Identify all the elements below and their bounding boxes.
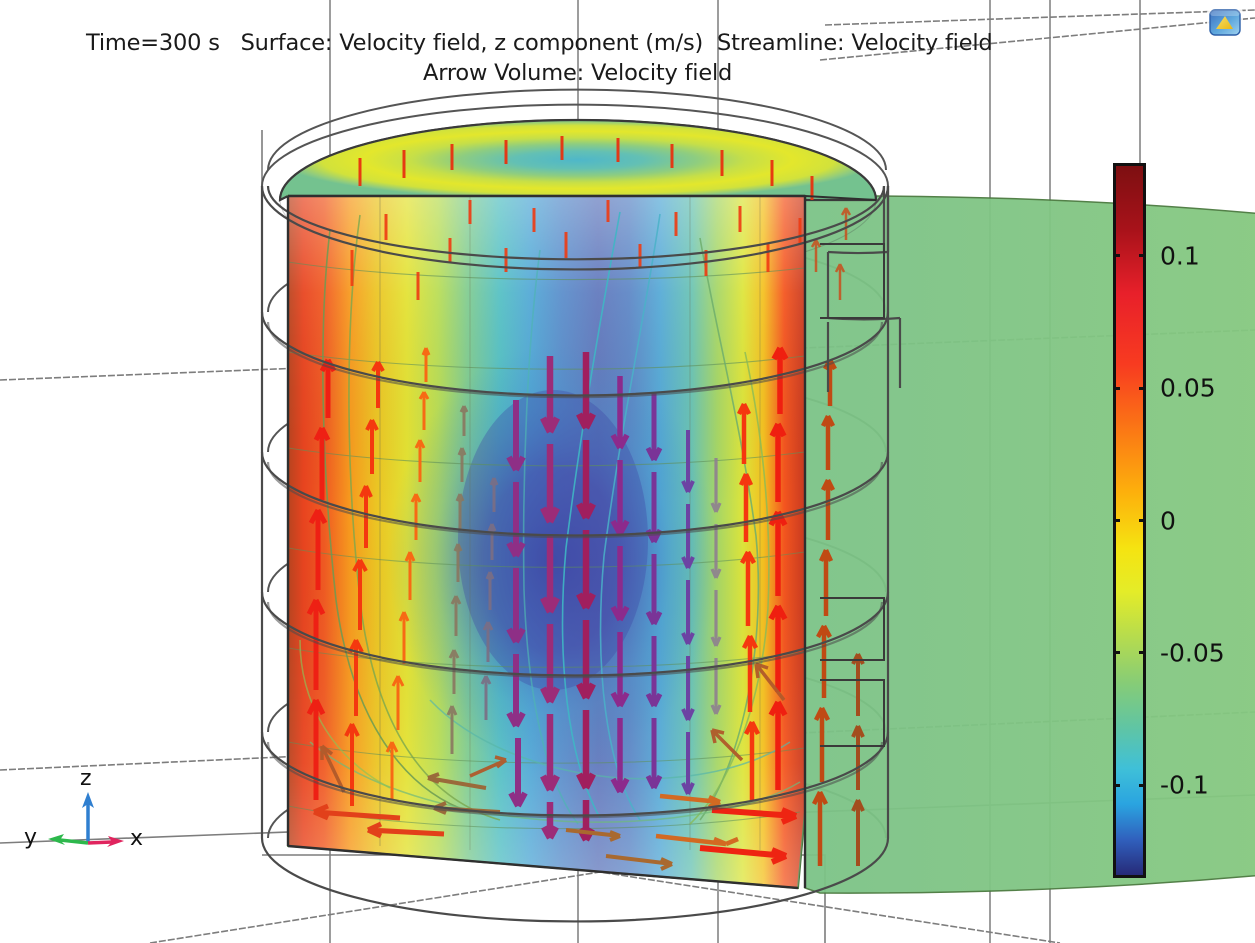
colorbar-tick-mark bbox=[1139, 254, 1146, 258]
x-axis-label: x bbox=[130, 826, 144, 851]
plot-title-line-1: Time=300 s Surface: Velocity field, z co… bbox=[86, 30, 993, 56]
cut-plane-edges bbox=[286, 194, 877, 890]
colorbar-tick-label: 0 bbox=[1160, 506, 1176, 535]
colorbar-tick-mark bbox=[1113, 651, 1120, 655]
arrow-volume bbox=[306, 136, 865, 871]
colorbar-tick-mark bbox=[1139, 651, 1146, 655]
coil-port-flanges bbox=[820, 243, 885, 747]
colorbar-tick-label: 0.1 bbox=[1160, 241, 1200, 271]
helical-coil-front bbox=[260, 185, 902, 923]
z-axis-arrow bbox=[82, 792, 94, 842]
colorbar-tick-mark bbox=[1139, 519, 1146, 522]
colorbar-tick-mark bbox=[1139, 783, 1146, 787]
y-axis-arrow bbox=[48, 834, 89, 845]
colorbar-tick-label: -0.1 bbox=[1160, 770, 1209, 800]
colorbar[interactable]: 0.1 0.05 0 -0.05 -0.1 bbox=[1110, 160, 1255, 880]
plot-title-line-2: Arrow Volume: Velocity field bbox=[423, 60, 733, 86]
y-axis-label: y bbox=[24, 825, 38, 850]
axis-orientation-triad[interactable]: z y x bbox=[8, 766, 168, 870]
colorbar-tick-mark bbox=[1113, 386, 1120, 390]
x-axis-arrow bbox=[87, 836, 124, 847]
tank-cut-surface bbox=[287, 195, 806, 890]
comsol-plot-window-icon[interactable] bbox=[1207, 7, 1243, 38]
colorbar-tick-mark bbox=[1113, 519, 1120, 522]
colorbar-tick-mark bbox=[1113, 254, 1120, 258]
colorbar-tick-mark bbox=[1139, 386, 1146, 390]
colorbar-tick-label: -0.05 bbox=[1160, 638, 1225, 668]
colorbar-tick-label: 0.05 bbox=[1160, 373, 1216, 403]
colorbar-tick-mark bbox=[1113, 783, 1120, 787]
z-axis-label: z bbox=[80, 766, 92, 791]
